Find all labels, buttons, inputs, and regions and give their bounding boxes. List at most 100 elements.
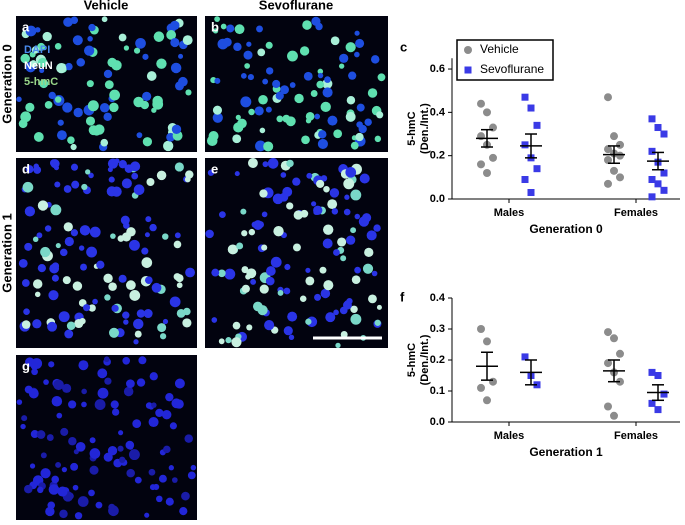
cell (320, 288, 331, 299)
cell (88, 489, 95, 497)
cell (78, 245, 85, 251)
cell (33, 166, 42, 174)
cell (235, 114, 241, 120)
cell (111, 304, 119, 312)
cell (316, 80, 324, 89)
cell (103, 112, 112, 122)
cell (233, 42, 242, 52)
cell (248, 228, 256, 236)
cell (340, 331, 348, 338)
cell (362, 263, 374, 274)
cell (346, 235, 356, 245)
panel-letter: c (400, 39, 407, 54)
cell (259, 127, 266, 134)
cell (142, 91, 152, 101)
cell (118, 456, 126, 463)
cell (23, 308, 30, 316)
cell (123, 386, 134, 397)
cell (270, 256, 282, 268)
cell (100, 138, 109, 147)
cell (214, 16, 221, 22)
cell (159, 333, 167, 340)
cell (88, 172, 94, 179)
legend-label: Sevoflurane (480, 62, 544, 76)
cell (367, 88, 378, 98)
cell (222, 37, 232, 47)
point (610, 132, 618, 141)
y-tick-label: 0.0 (430, 416, 445, 428)
cell (68, 400, 77, 409)
cell (144, 276, 153, 285)
cell (305, 318, 312, 325)
cell (106, 186, 117, 197)
cell (146, 71, 157, 81)
cell (241, 266, 249, 274)
cell (313, 209, 319, 215)
x-axis-label: Generation 0 (529, 222, 603, 236)
cell (374, 135, 382, 143)
cell (232, 321, 241, 330)
point (521, 353, 529, 361)
cell (358, 124, 367, 134)
point (527, 189, 535, 197)
cell (331, 208, 339, 215)
cell (236, 242, 244, 250)
cell (279, 192, 289, 202)
cell (136, 309, 146, 318)
cell (126, 280, 136, 291)
cell (20, 423, 26, 430)
cell (262, 161, 269, 168)
cell (292, 177, 301, 186)
cell (169, 296, 181, 308)
cell (265, 276, 275, 286)
point (483, 108, 491, 117)
legend-label: Vehicle (480, 42, 519, 56)
cell (96, 260, 105, 269)
cell (359, 173, 370, 184)
cell (129, 290, 141, 301)
cell (104, 80, 114, 90)
cell (103, 273, 113, 284)
point (483, 337, 491, 346)
cell (109, 89, 121, 101)
cell (187, 471, 196, 480)
cell (283, 287, 291, 295)
cell (144, 512, 150, 518)
cell (350, 313, 362, 325)
cell (129, 239, 140, 251)
cell (220, 23, 227, 30)
cell (28, 388, 39, 399)
cell (149, 223, 157, 232)
cell (346, 95, 356, 105)
cell (110, 400, 119, 409)
cell (305, 267, 311, 273)
cell (339, 53, 349, 63)
point (616, 140, 624, 149)
cell (148, 417, 159, 428)
cell (54, 96, 62, 103)
cell (330, 36, 340, 46)
cell (24, 242, 33, 251)
cell (283, 326, 293, 336)
cell (123, 319, 129, 325)
cell (99, 103, 110, 113)
cell (284, 263, 291, 271)
cell (92, 298, 98, 305)
cell (130, 161, 141, 172)
cell (355, 132, 364, 142)
cell (67, 136, 75, 144)
cell (77, 496, 89, 507)
point (604, 93, 612, 102)
cell (170, 37, 180, 48)
point (654, 406, 662, 414)
cell (108, 282, 117, 291)
cell (175, 274, 184, 283)
channel-label: DAPI (24, 44, 50, 56)
cell (205, 229, 214, 239)
cell (88, 304, 96, 312)
cell (329, 188, 340, 198)
x-tick-label: Males (494, 207, 525, 219)
cell (21, 320, 31, 329)
micrographs: a b d e g DAPI NeuN 5-hmC (16, 16, 388, 520)
